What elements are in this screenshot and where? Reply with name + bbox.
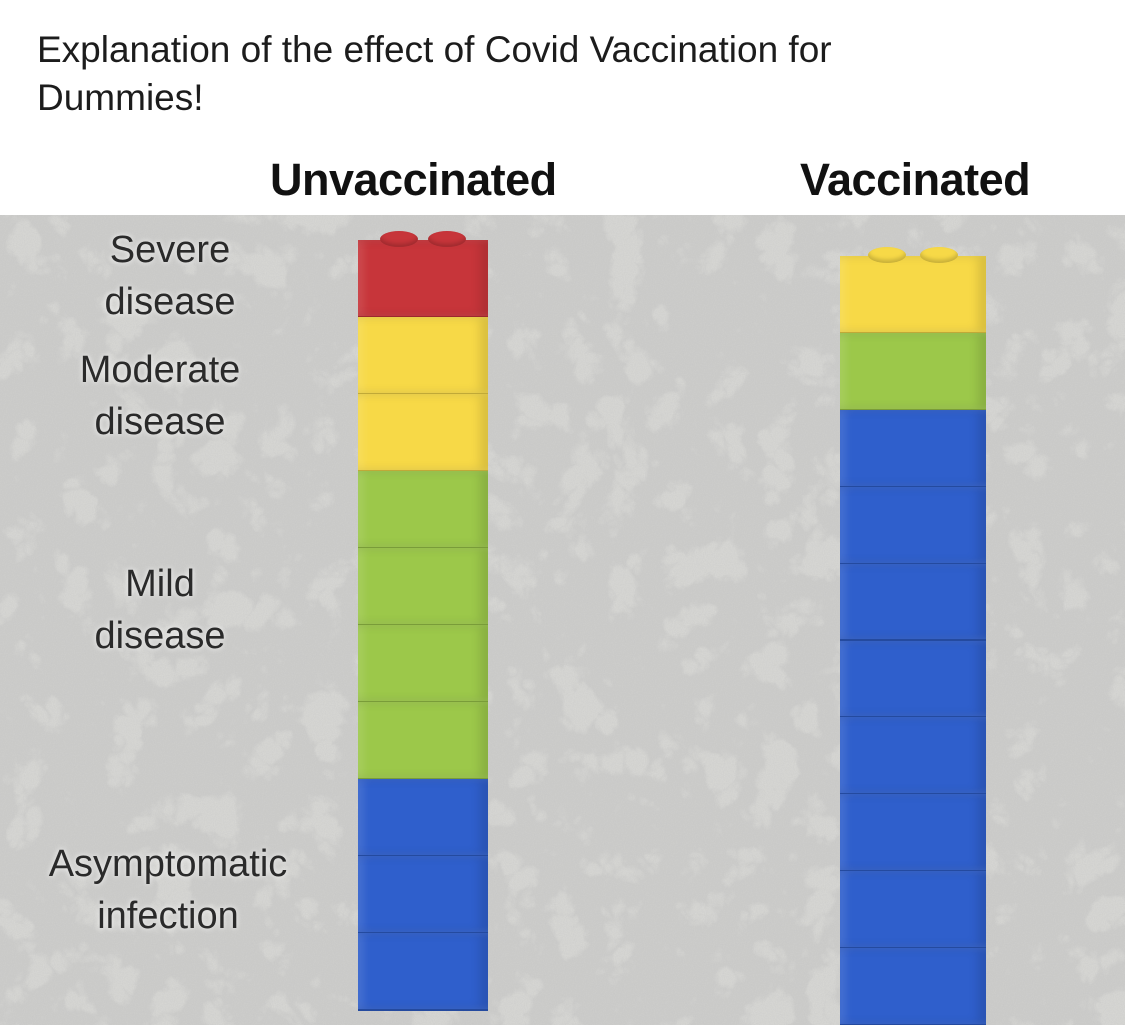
post-caption: Explanation of the effect of Covid Vacci… xyxy=(37,26,1077,122)
asymptomatic-brick xyxy=(358,779,488,857)
asymptomatic-brick xyxy=(840,640,986,719)
disease-word: disease xyxy=(94,615,226,657)
mild-brick xyxy=(358,625,488,703)
caption-line-1: Explanation of the effect of Covid Vacci… xyxy=(37,29,832,70)
asymptomatic-brick xyxy=(358,856,488,934)
asymptomatic-brick xyxy=(840,871,986,950)
moderate-brick xyxy=(358,394,488,472)
mild-brick xyxy=(358,702,488,780)
asymptomatic-brick xyxy=(840,717,986,796)
brick-stud xyxy=(380,231,418,247)
severe-disease-label: Severe disease xyxy=(80,224,260,328)
severe-brick xyxy=(358,240,488,318)
mild-disease-label: Mild disease xyxy=(70,558,250,662)
moderate-brick xyxy=(358,317,488,395)
asymptomatic-word: Asymptomatic xyxy=(48,843,288,885)
vaccinated-brick-tower xyxy=(840,244,986,1025)
mild-word: Mild xyxy=(125,563,195,605)
mild-brick xyxy=(358,471,488,549)
brick-stud xyxy=(428,231,466,247)
disease-word: disease xyxy=(104,281,236,323)
mild-brick xyxy=(358,548,488,626)
asymptomatic-brick xyxy=(840,948,986,1025)
infection-word: infection xyxy=(97,895,239,937)
asymptomatic-brick xyxy=(358,933,488,1011)
brick-stud xyxy=(868,247,906,263)
asymptomatic-infection-label: Asymptomatic infection xyxy=(18,838,318,942)
asymptomatic-brick xyxy=(840,563,986,642)
asymptomatic-brick xyxy=(840,794,986,873)
brick-stud xyxy=(920,247,958,263)
unvaccinated-heading: Unvaccinated xyxy=(270,154,557,205)
disease-word: disease xyxy=(94,401,226,443)
asymptomatic-brick xyxy=(840,486,986,565)
severe-word: Severe xyxy=(109,229,231,271)
moderate-brick xyxy=(840,256,986,334)
moderate-disease-label: Moderate disease xyxy=(50,344,270,448)
mild-brick xyxy=(840,332,986,411)
caption-line-2: Dummies! xyxy=(37,77,204,118)
vaccinated-heading: Vaccinated xyxy=(800,154,1031,205)
asymptomatic-brick xyxy=(840,409,986,488)
unvaccinated-brick-tower xyxy=(358,230,488,1011)
moderate-word: Moderate xyxy=(79,349,241,391)
meme-image: Unvaccinated Vaccinated Severe disease M… xyxy=(0,140,1125,1025)
